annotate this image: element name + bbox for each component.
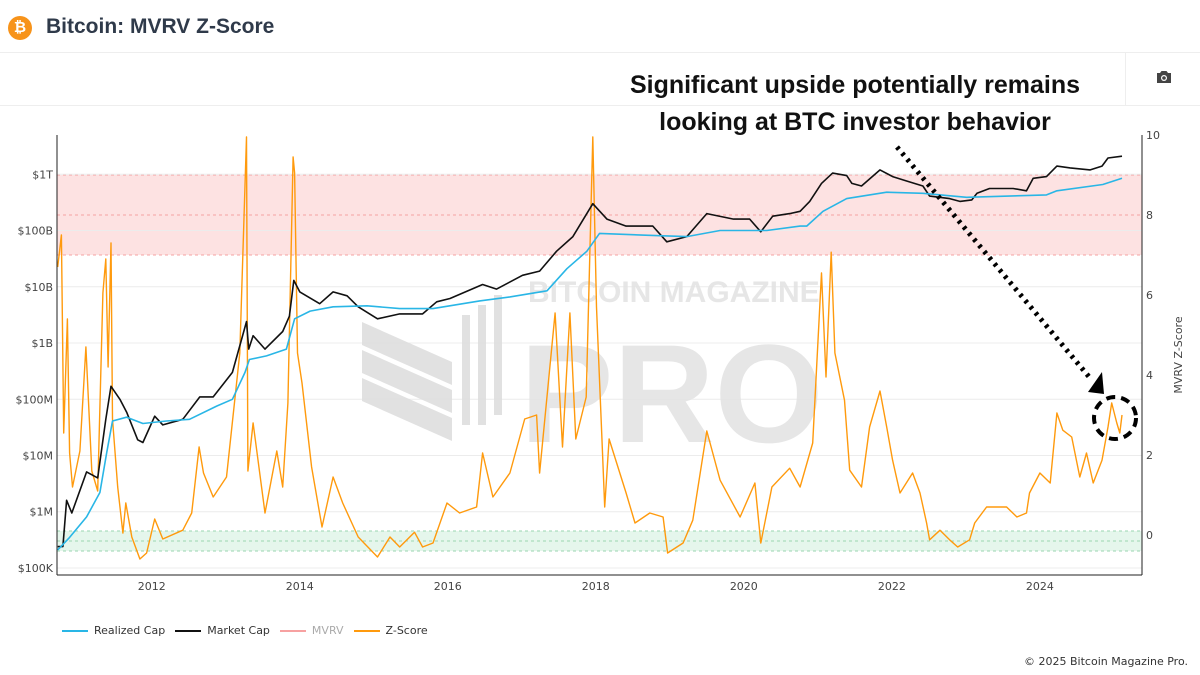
legend-swatch [353, 629, 380, 632]
right-tick-label: 6 [1146, 289, 1153, 302]
left-tick-label: $1M [30, 506, 54, 519]
left-tick-label: $10M [23, 449, 54, 462]
watermark-line1: BITCOIN MAGAZINE [528, 276, 820, 309]
legend-item-realized-cap[interactable]: Realized Cap [62, 624, 165, 637]
x-tick-label: 2018 [582, 580, 610, 593]
annotation-line2: looking at BTC investor behavior [659, 108, 1051, 136]
z-score-line [57, 136, 1123, 560]
legend-item-z-score[interactable]: Z-Score [353, 624, 428, 637]
copyright: © 2025 Bitcoin Magazine Pro. [1024, 655, 1188, 668]
page-title: Bitcoin: MVRV Z-Score [46, 15, 275, 38]
highlight-circle [1092, 395, 1138, 441]
legend-label: Realized Cap [94, 624, 166, 637]
left-tick-label: $10B [24, 281, 53, 294]
right-tick-label: 10 [1146, 129, 1160, 142]
annotation-line1: Significant upside potentially remains [629, 71, 1081, 99]
right-axis-label: MVRV Z-Score [1172, 316, 1185, 393]
x-tick-label: 2024 [1026, 580, 1054, 593]
legend-swatch [62, 629, 88, 632]
annotation-arrow [895, 145, 1104, 394]
legend-label: Z-Score [385, 624, 428, 637]
right-tick-label: 2 [1146, 449, 1153, 462]
legend-swatch [175, 629, 202, 632]
left-tick-label: $100M [16, 393, 54, 406]
legend-item-mvrv[interactable]: MVRV [279, 624, 344, 637]
legend: Realized Cap Market Cap MVRV Z-Score [62, 624, 428, 637]
realized-cap-line [57, 177, 1123, 551]
header: ₿ Bitcoin: MVRV Z-Score [0, 0, 1200, 53]
legend-item-market-cap[interactable]: Market Cap [175, 624, 270, 637]
left-tick-label: $100B [17, 225, 53, 238]
legend-swatch [279, 629, 306, 632]
left-tick-label: $100K [18, 562, 54, 575]
x-tick-label: 2016 [434, 580, 462, 593]
x-tick-label: 2020 [730, 580, 758, 593]
camera-icon [1157, 71, 1171, 83]
screenshot-button[interactable] [1125, 53, 1200, 105]
x-tick-label: 2012 [138, 580, 166, 593]
chart-toolbar [0, 53, 1200, 106]
right-tick-label: 0 [1146, 529, 1153, 542]
legend-label: MVRV [311, 624, 344, 637]
watermark: BITCOIN MAGAZINE PRO [362, 276, 823, 472]
right-tick-label: 4 [1146, 369, 1153, 382]
x-tick-label: 2022 [878, 580, 906, 593]
left-tick-label: $1T [32, 168, 53, 181]
market-cap-line [57, 155, 1123, 548]
right-tick-label: 8 [1146, 209, 1153, 222]
legend-label: Market Cap [207, 624, 270, 637]
bitcoin-icon: ₿ [8, 16, 32, 40]
x-tick-label: 2014 [286, 580, 314, 593]
left-tick-label: $1B [31, 337, 53, 350]
